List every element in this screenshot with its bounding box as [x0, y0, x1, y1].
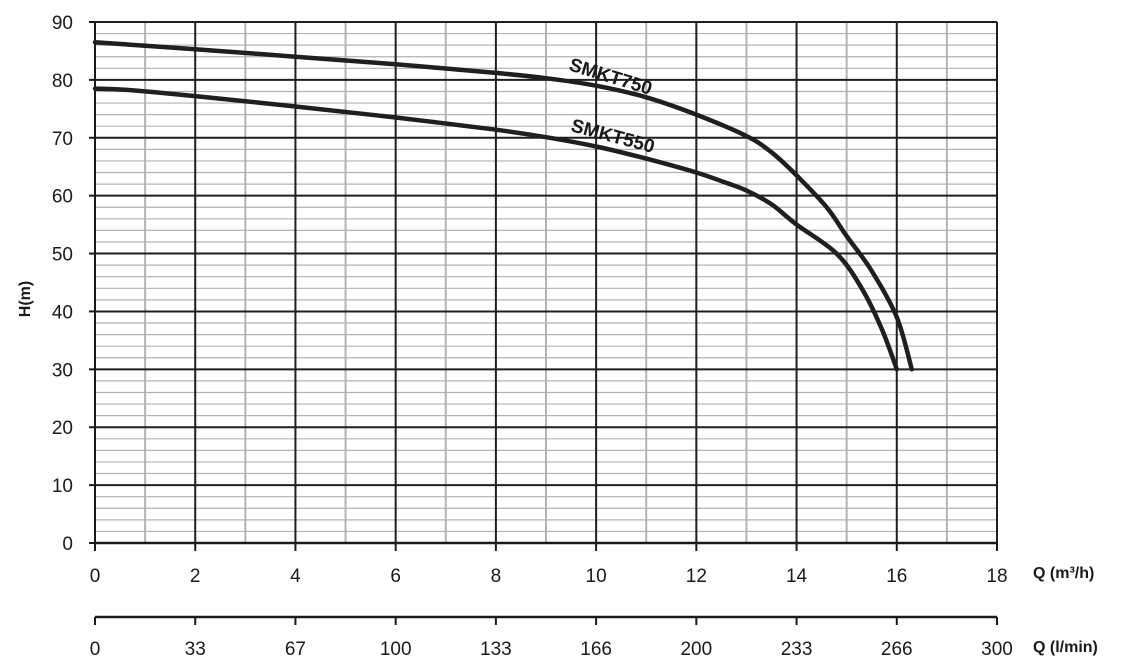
- y-tick-label: 80: [52, 71, 73, 92]
- axes: [89, 21, 998, 625]
- series-line: [92, 40, 915, 372]
- x-tick-label: 8: [491, 566, 502, 587]
- y-tick-label: 10: [52, 476, 73, 497]
- x-tick-label: 16: [886, 566, 907, 587]
- y-tick-label: 0: [62, 534, 73, 555]
- x-tick-label: 14: [786, 566, 808, 587]
- y-tick-label: 40: [52, 302, 73, 323]
- x2-tick-labels: 0 33 67 100 133 166 200 233 266 300: [90, 639, 1013, 660]
- x-tick-label: 6: [390, 566, 401, 587]
- y-tick-label: 60: [52, 187, 73, 208]
- x-tick-labels: 0 2 4 6 8 10 12 14 16 18: [90, 566, 1008, 587]
- y-tick-label: 30: [52, 360, 73, 381]
- minor-grid: [95, 22, 997, 543]
- x-axis-title: Q (m³/h): [1033, 565, 1094, 582]
- series-line: [92, 86, 900, 372]
- x2-tick-label: 100: [380, 639, 412, 660]
- x-tick-label: 2: [190, 566, 201, 587]
- x2-tick-label: 67: [285, 639, 306, 660]
- x2-tick-label: 200: [680, 639, 712, 660]
- y-axis-title: H(m): [17, 281, 34, 317]
- y-tick-label: 20: [52, 418, 73, 439]
- x-tick-label: 18: [986, 566, 1007, 587]
- y-tick-label: 70: [52, 129, 73, 150]
- x2-axis-title: Q (l/min): [1033, 639, 1098, 656]
- x2-tick-label: 33: [185, 639, 206, 660]
- x-tick-label: 10: [586, 566, 607, 587]
- y-tick-labels: 0 10 20 30 40 50 60 70 80 90: [52, 13, 73, 555]
- x2-tick-label: 166: [580, 639, 612, 660]
- x2-tick-label: 0: [90, 639, 101, 660]
- x2-tick-label: 300: [981, 639, 1013, 660]
- y-tick-label: 50: [52, 245, 73, 266]
- series-label: SMKT750: [567, 55, 655, 100]
- x-tick-label: 4: [290, 566, 301, 587]
- x2-tick-label: 266: [881, 639, 913, 660]
- y-tick-label: 90: [52, 13, 73, 34]
- major-grid: [95, 21, 998, 543]
- x2-tick-label: 233: [781, 639, 813, 660]
- x-tick-label: 0: [90, 566, 101, 587]
- series-lines: [92, 40, 915, 372]
- x2-tick-label: 133: [480, 639, 512, 660]
- x-tick-label: 12: [686, 566, 707, 587]
